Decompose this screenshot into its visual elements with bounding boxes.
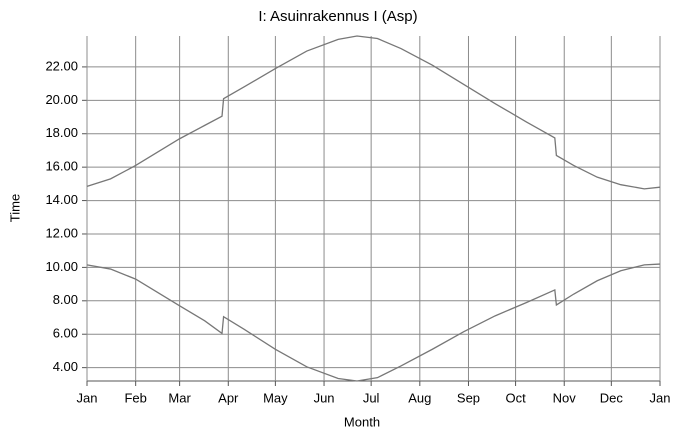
x-tick-label: Jan xyxy=(77,390,98,405)
x-tick-label: Feb xyxy=(124,390,146,405)
x-tick-label: Sep xyxy=(457,390,480,405)
y-tick-label: 4.00 xyxy=(53,359,78,374)
y-tick-label: 12.00 xyxy=(45,225,78,240)
y-tick-label: 14.00 xyxy=(45,192,78,207)
x-tick-label: May xyxy=(263,390,288,405)
y-axis-label: Time xyxy=(7,194,22,222)
line-series xyxy=(86,263,661,382)
y-tick-label: 10.00 xyxy=(45,259,78,274)
y-tick-label: 18.00 xyxy=(45,125,78,140)
x-tick-label: Aug xyxy=(408,390,431,405)
x-axis-label: Month xyxy=(344,414,380,429)
x-tick-label: Jan xyxy=(650,390,671,405)
x-tick-label: Dec xyxy=(600,390,624,405)
y-tick-label: 16.00 xyxy=(45,159,78,174)
y-tick-label: 8.00 xyxy=(53,292,78,307)
x-tick-label: Oct xyxy=(505,390,526,405)
line-series xyxy=(86,35,661,190)
x-tick-label: Mar xyxy=(168,390,191,405)
x-tick-label: Jun xyxy=(314,390,335,405)
y-tick-label: 20.00 xyxy=(45,92,78,107)
y-tick-label: 6.00 xyxy=(53,326,78,341)
y-tick-label: 22.00 xyxy=(45,58,78,73)
x-tick-label: Apr xyxy=(218,390,239,405)
chart-title: I: Asuinrakennus I (Asp) xyxy=(258,8,417,25)
x-tick-label: Nov xyxy=(553,390,577,405)
x-tick-label: Jul xyxy=(363,390,380,405)
